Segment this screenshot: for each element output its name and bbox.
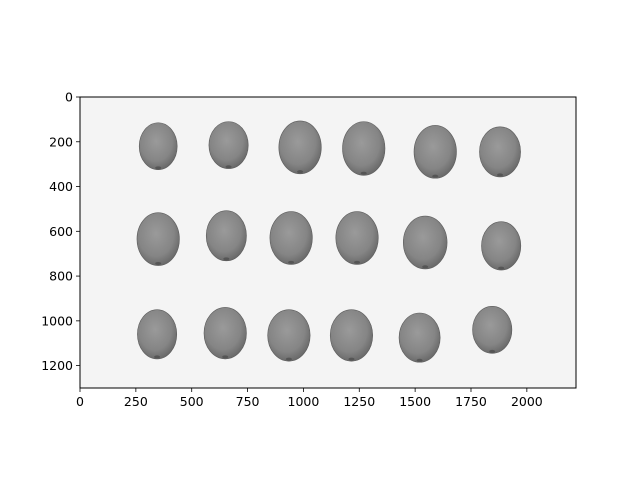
seed-body bbox=[398, 312, 441, 363]
seed-14 bbox=[203, 307, 247, 360]
y-tick-label: 400 bbox=[49, 179, 73, 194]
seed-3 bbox=[278, 120, 322, 175]
x-tick-label: 250 bbox=[124, 394, 148, 409]
x-tick-label: 1000 bbox=[288, 394, 320, 409]
seed-tip bbox=[432, 174, 439, 178]
x-tick-label: 750 bbox=[236, 394, 260, 409]
seed-body bbox=[138, 122, 178, 171]
seed-12 bbox=[481, 221, 522, 271]
seed-body bbox=[479, 126, 521, 178]
x-tick-label: 1750 bbox=[455, 394, 487, 409]
seed-tip bbox=[222, 355, 229, 359]
seed-9 bbox=[269, 211, 313, 265]
seed-2 bbox=[208, 121, 249, 169]
y-tick-label: 0 bbox=[65, 90, 73, 105]
seed-body bbox=[413, 125, 457, 179]
seed-tip bbox=[498, 266, 505, 270]
seed-1 bbox=[138, 122, 178, 171]
x-axis: 0 250 500 750 1000 1250 1500 1750 2000 bbox=[76, 388, 543, 409]
seed-6 bbox=[479, 126, 521, 178]
seed-tip bbox=[297, 170, 304, 174]
seed-body bbox=[335, 211, 379, 265]
seed-tip bbox=[354, 260, 361, 264]
y-tick-label: 1200 bbox=[41, 358, 73, 373]
x-tick-label: 500 bbox=[180, 394, 204, 409]
seed-body bbox=[472, 305, 513, 354]
x-tick-label: 1250 bbox=[343, 394, 375, 409]
y-tick-label: 1000 bbox=[41, 313, 73, 328]
seed-10 bbox=[335, 211, 379, 265]
seed-body bbox=[203, 307, 247, 360]
seed-tip bbox=[360, 171, 367, 175]
x-tick-label: 2000 bbox=[511, 394, 543, 409]
seed-tip bbox=[416, 358, 423, 362]
seed-16 bbox=[329, 309, 373, 362]
seed-15 bbox=[267, 309, 311, 362]
y-axis: 0 200 400 600 800 1000 1200 bbox=[41, 90, 80, 373]
seed-tip bbox=[285, 357, 292, 361]
seed-13 bbox=[137, 309, 178, 360]
seed-body bbox=[269, 211, 313, 265]
seed-tip bbox=[348, 357, 355, 361]
seed-tip bbox=[489, 349, 496, 353]
seed-body bbox=[329, 309, 373, 362]
seed-body bbox=[208, 121, 249, 169]
seed-body bbox=[267, 309, 311, 362]
seed-8 bbox=[205, 210, 247, 262]
seed-11 bbox=[402, 215, 448, 270]
seed-group bbox=[136, 120, 522, 363]
x-tick-label: 1500 bbox=[399, 394, 431, 409]
seed-17 bbox=[398, 312, 441, 363]
seed-tip bbox=[288, 260, 295, 264]
seed-tip bbox=[223, 257, 230, 261]
seed-body bbox=[205, 210, 247, 262]
seed-tip bbox=[422, 265, 429, 269]
axes-frame bbox=[79, 96, 577, 389]
y-tick-label: 600 bbox=[49, 224, 73, 239]
seed-body bbox=[137, 309, 178, 360]
seed-18 bbox=[472, 305, 513, 354]
seed-body bbox=[402, 215, 448, 270]
x-tick-label: 0 bbox=[76, 394, 84, 409]
seed-7 bbox=[136, 212, 180, 266]
seed-body bbox=[481, 221, 522, 271]
seed-5 bbox=[413, 125, 457, 179]
seed-tip bbox=[155, 166, 162, 170]
image-area bbox=[79, 96, 577, 389]
seed-tip bbox=[154, 355, 161, 359]
seed-4 bbox=[342, 121, 386, 176]
seed-body bbox=[136, 212, 180, 266]
seed-tip bbox=[155, 261, 162, 265]
y-tick-label: 800 bbox=[49, 269, 73, 284]
seed-tip bbox=[497, 173, 504, 177]
seed-body bbox=[278, 120, 322, 175]
y-tick-label: 200 bbox=[49, 134, 73, 149]
seed-body bbox=[342, 121, 386, 176]
seed-tip bbox=[225, 165, 232, 169]
